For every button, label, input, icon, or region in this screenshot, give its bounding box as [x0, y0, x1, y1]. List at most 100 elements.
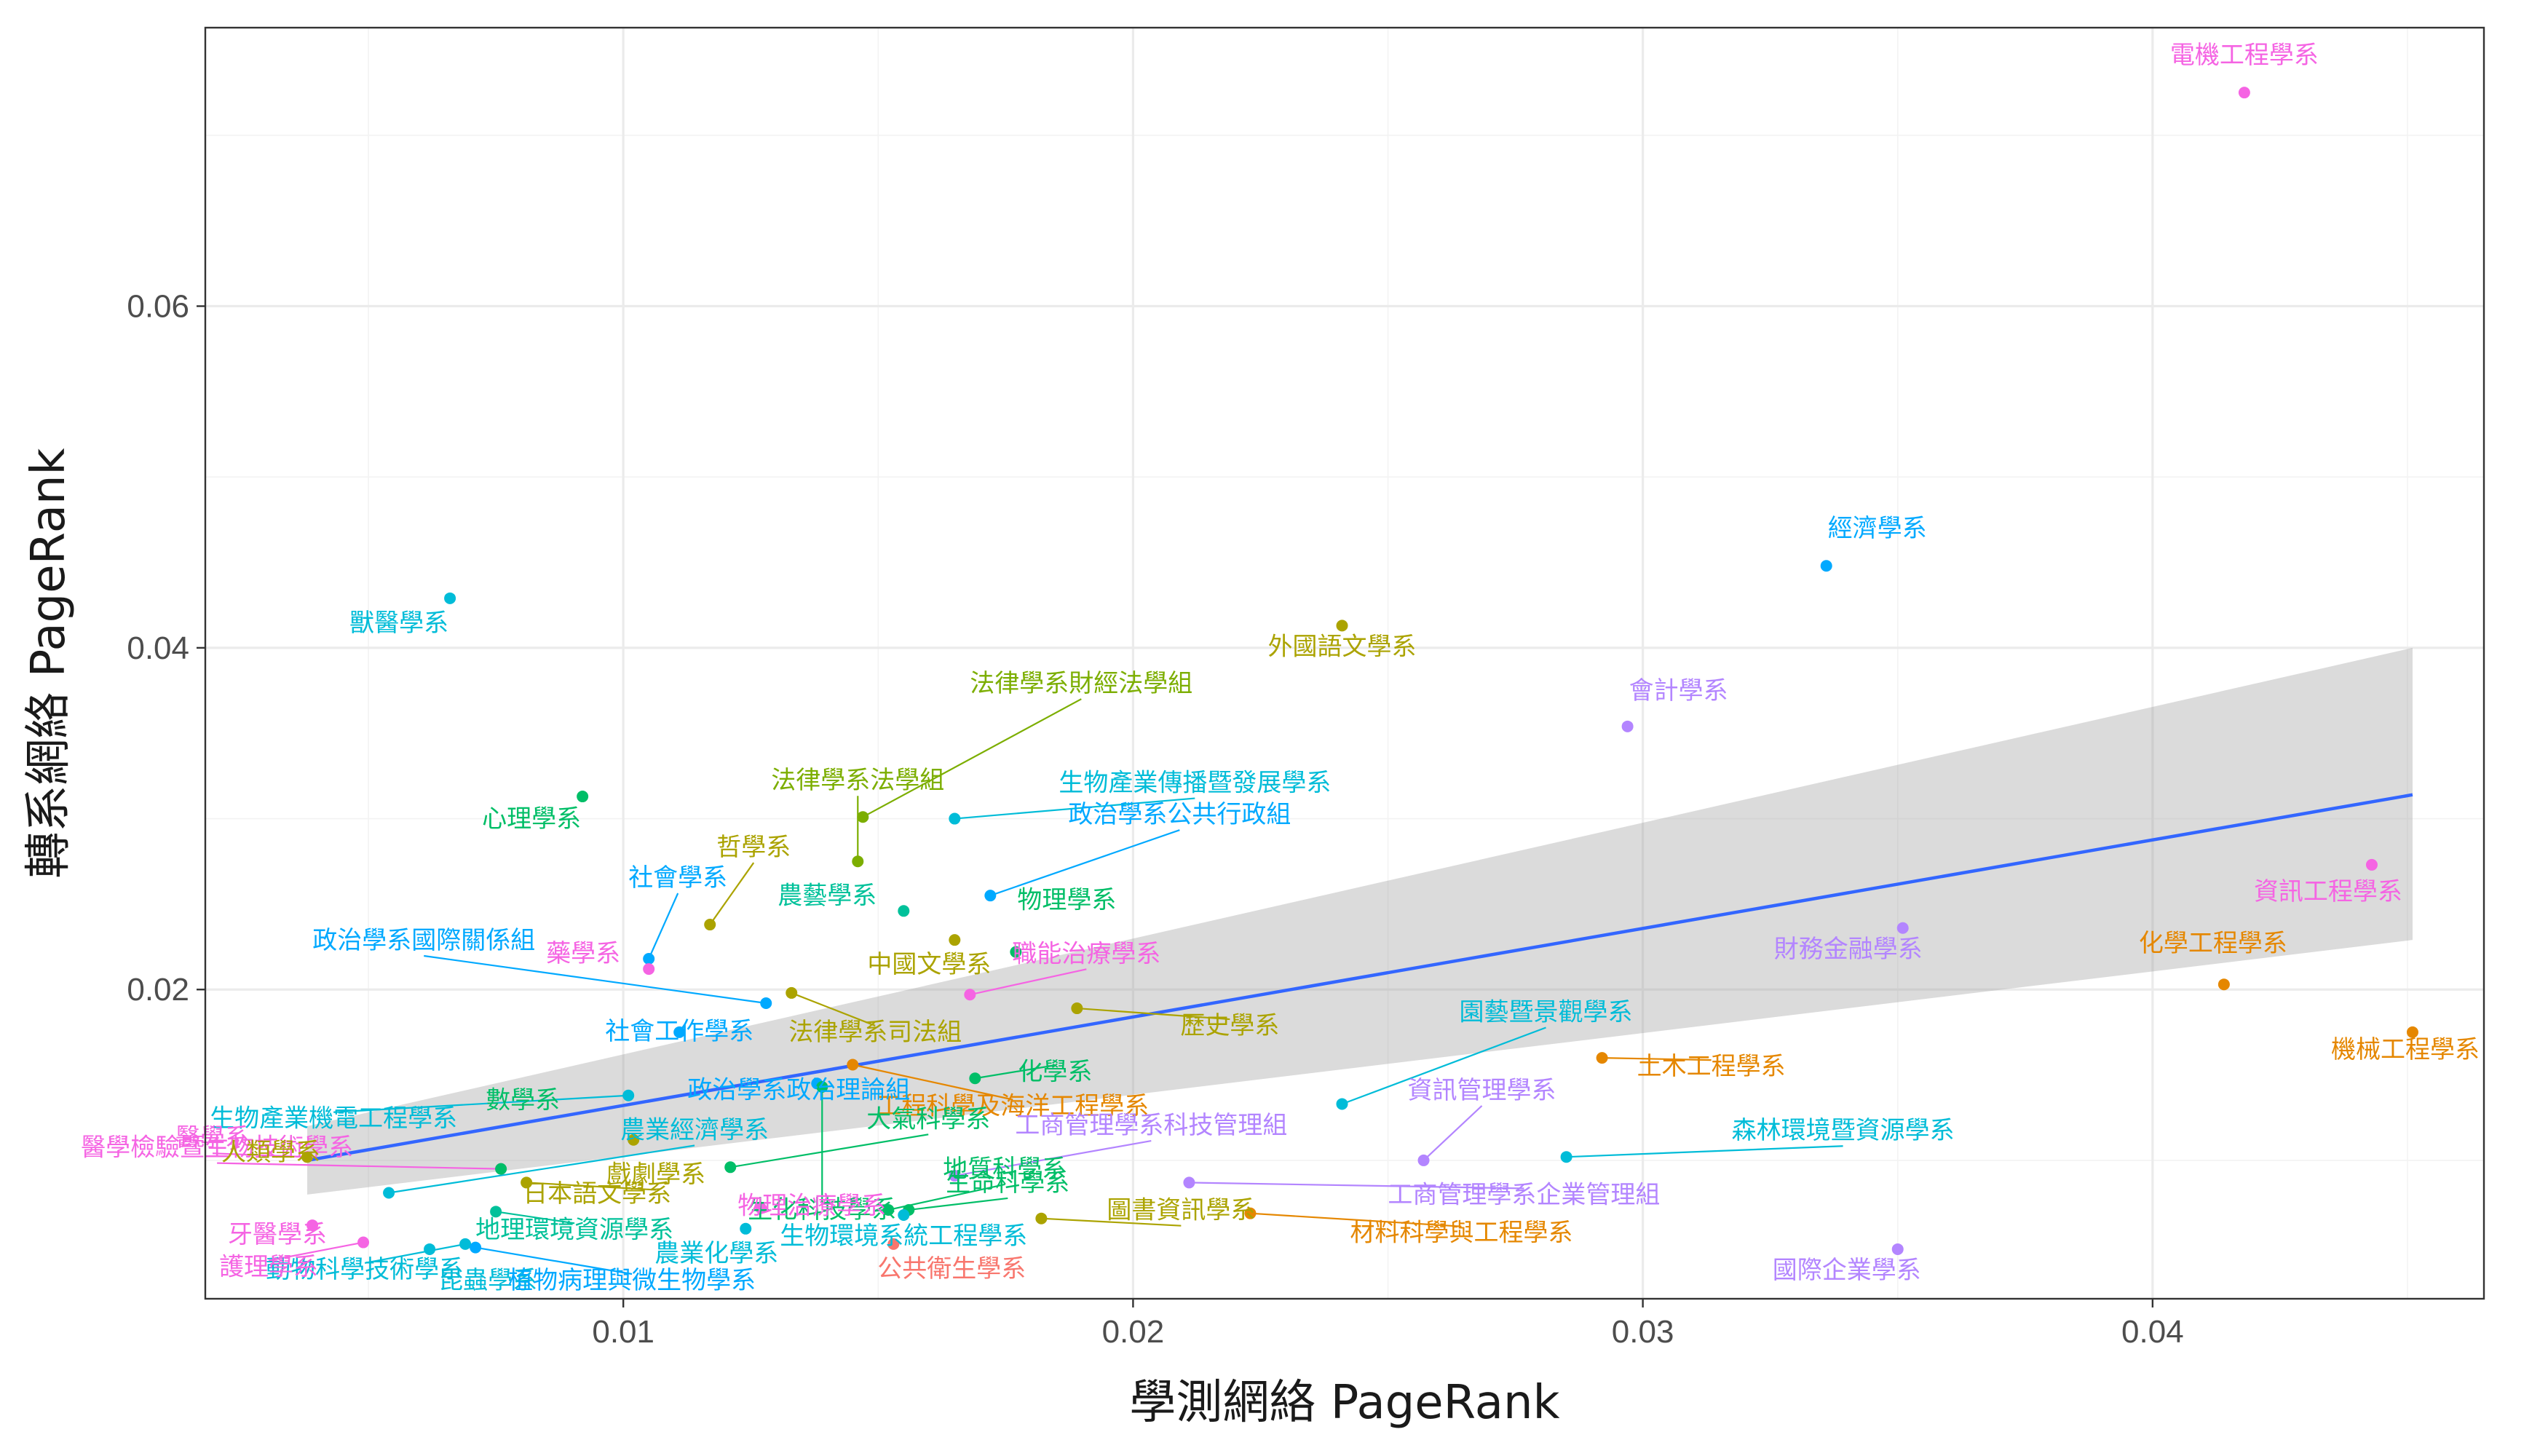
point-label: 地質科學系: [943, 1155, 1067, 1184]
y-axis-title: 轉系網絡 PageRank: [22, 448, 76, 878]
data-point: [816, 1081, 828, 1093]
point-label: 醫學檢驗暨生物技術學系: [81, 1133, 353, 1163]
data-point: [887, 1238, 900, 1250]
point-label: 化學系: [1018, 1057, 1092, 1086]
x-tick-label: 0.04: [2121, 1314, 2184, 1350]
data-point: [622, 1089, 635, 1101]
data-point: [1010, 946, 1022, 958]
point-label: 財務金融學系: [1774, 935, 1923, 964]
data-point: [1244, 1207, 1257, 1219]
data-point: [984, 890, 997, 902]
x-axis-title: 學測網絡 PageRank: [1129, 1376, 1559, 1430]
point-label: 化學工程學系: [2139, 929, 2287, 958]
point-label: 生物環境系統工程學系: [780, 1222, 1027, 1251]
label-leader-line: [1566, 1145, 1843, 1158]
label-leader-line: [791, 992, 876, 1026]
data-point: [357, 1236, 370, 1249]
point-label: 政治學系政治理論組: [687, 1075, 910, 1104]
grid-lines: [205, 28, 2484, 1299]
data-point: [521, 1176, 533, 1189]
label-leader-line: [989, 829, 1180, 897]
plot-panel-border: [204, 26, 2485, 1300]
data-point: [949, 934, 961, 946]
data-point: [1896, 922, 1909, 934]
y-tick-label: 0.06: [127, 289, 189, 325]
y-tick-label: 0.04: [127, 630, 189, 666]
point-label: 政治學系國際關係組: [312, 926, 535, 955]
point-label: 經濟學系: [1828, 514, 1927, 543]
point-label: 人類學系: [221, 1138, 320, 1167]
label-leader-line: [495, 1211, 575, 1224]
data-point: [301, 1151, 314, 1163]
data-point: [1417, 1154, 1430, 1166]
regression-line: [306, 793, 2413, 1163]
label-leader-line: [1250, 1212, 1462, 1227]
data-point: [1336, 620, 1348, 632]
label-leader-line: [909, 1197, 1008, 1211]
point-label: 大氣科學系: [866, 1104, 990, 1133]
point-label: 生化科技學系: [748, 1195, 896, 1224]
label-leader-line: [213, 1152, 308, 1158]
label-leader-line: [862, 698, 1082, 818]
point-label: 圖書資訊學系: [1107, 1196, 1255, 1225]
data-point: [1035, 1212, 1048, 1224]
label-leader-lines: [213, 698, 1843, 1275]
point-label: 職能治療學系: [1012, 939, 1160, 968]
data-point: [444, 592, 456, 604]
point-label: 土木工程學系: [1637, 1052, 1786, 1081]
label-leader-line: [1423, 1105, 1483, 1161]
data-point: [704, 919, 716, 931]
point-label: 植物病理與微生物學系: [508, 1266, 756, 1295]
data-point: [1621, 720, 1634, 732]
x-tick-label: 0.01: [592, 1314, 654, 1350]
data-point: [760, 997, 772, 1010]
label-leader-line: [424, 954, 767, 1005]
point-label: 公共衛生學系: [877, 1254, 1026, 1283]
point-label: 機械工程學系: [2331, 1035, 2480, 1064]
data-point: [673, 1026, 686, 1038]
label-leader-line: [1342, 1026, 1546, 1105]
data-point: [2238, 87, 2250, 99]
data-point: [424, 1243, 436, 1255]
label-leader-line: [1077, 1007, 1230, 1021]
point-label: 外國語文學系: [1267, 632, 1416, 661]
point-label: 日本語文學系: [523, 1179, 671, 1208]
point-label: 生命科學系: [946, 1168, 1069, 1198]
data-point: [755, 1202, 767, 1214]
point-label: 動物科學技術學系: [266, 1255, 464, 1284]
label-leader-line: [1602, 1057, 1712, 1061]
point-label: 工商管理學系科技管理組: [1015, 1111, 1287, 1140]
point-label: 地理環境資源學系: [475, 1215, 673, 1244]
data-point: [1336, 1098, 1348, 1110]
data-point: [2406, 1026, 2418, 1038]
data-point: [2217, 978, 2230, 991]
point-label: 歷史學系: [1180, 1011, 1279, 1040]
point-label: 森林環境暨資源學系: [1732, 1116, 1955, 1145]
data-point: [882, 1203, 895, 1216]
data-point: [490, 1206, 502, 1218]
point-label: 農藝學系: [778, 881, 877, 910]
point-label: 心理學系: [482, 804, 581, 834]
point-label: 電機工程學系: [2170, 41, 2319, 70]
point-label: 護理學系: [219, 1253, 318, 1282]
y-tick-label: 0.02: [127, 972, 189, 1008]
label-leader-line: [475, 1246, 633, 1275]
x-tick-label: 0.03: [1612, 1314, 1674, 1350]
axis-ticks: 0.01 0.02 0.03 0.04 0.02 0.04 0.06: [127, 289, 2183, 1350]
data-point: [383, 1187, 395, 1199]
point-label: 材料科學與工程學系: [1350, 1219, 1572, 1248]
point-label: 醫學系: [175, 1123, 250, 1152]
point-label: 物理治療學系: [737, 1192, 886, 1221]
label-leader-line: [333, 1094, 629, 1113]
data-points: [301, 87, 2418, 1255]
point-label: 物理學系: [1017, 886, 1116, 915]
data-point: [495, 1163, 507, 1175]
point-label: 生物產業機電工程學系: [210, 1104, 457, 1133]
data-point: [949, 812, 961, 825]
point-label: 牙醫學系: [228, 1220, 327, 1249]
data-point: [628, 1133, 640, 1146]
label-leader-line: [648, 893, 679, 960]
point-label: 法律學系司法組: [788, 1018, 962, 1047]
point-label: 農業經濟學系: [620, 1116, 769, 1145]
